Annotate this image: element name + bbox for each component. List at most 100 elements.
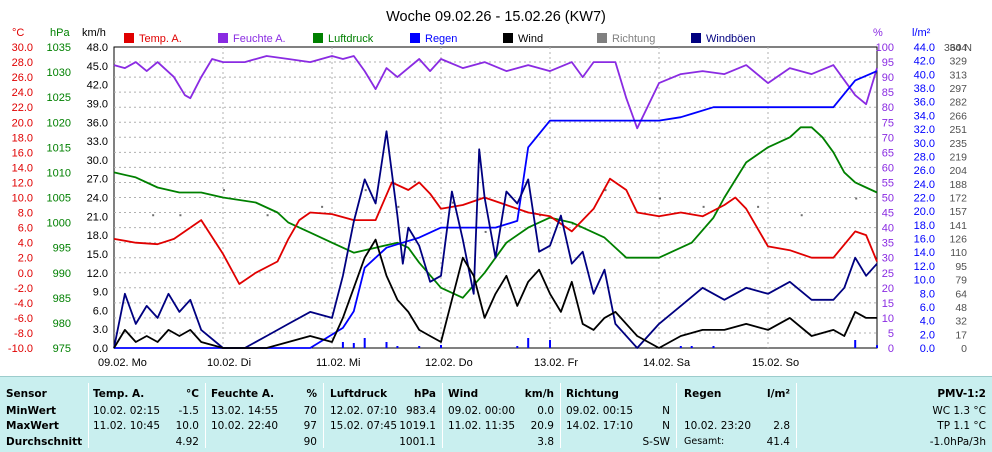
series-line-feuchte-a [113, 55, 878, 130]
pressure-axis-tick-label: 1015 [47, 142, 71, 154]
wind-axis-tick-label: 18.0 [87, 230, 108, 242]
stats-press-header: Luftdruck [330, 388, 388, 400]
direction-axis-tick-label: 48 [955, 302, 967, 314]
pressure-axis-tick-label: 1000 [47, 218, 71, 230]
direction-axis-tick-label: 79 [955, 275, 967, 287]
direction-axis-tick-label: 313 [949, 69, 967, 81]
direction-axis-tick-label: 329 [949, 56, 967, 68]
rain-axis-tick-label: 44.0 [914, 42, 935, 54]
stats-pressure-column: Luftdruck hPa 12.02. 07:10 983.4 15.02. 07… [330, 377, 440, 452]
wind-min-time: 09.02. 00:00 [448, 405, 515, 417]
wind-axis-tick-label: 12.0 [87, 268, 108, 280]
rain-bar [679, 346, 682, 348]
wind-axis-tick-label: 33.0 [87, 136, 108, 148]
rain-axis-tick-label: 6.0 [920, 302, 935, 314]
wind-axis-tick-label: 42.0 [87, 80, 108, 92]
temp-axis-tick-label: 30.0 [12, 42, 33, 54]
stats-rain-column: Regen l/m² 10.02. 23:20 2.8 Gesamt: 41.4 [684, 377, 794, 452]
rain-axis-tick-label: 20.0 [914, 206, 935, 218]
rain-axis-tick-label: 2.0 [920, 329, 935, 341]
direction-axis-tick-label: 235 [949, 138, 967, 150]
humidity-axis-tick-label: 25 [882, 268, 894, 280]
temp-axis-tick-label: 26.0 [12, 72, 33, 84]
legend-swatch [218, 33, 228, 43]
rain-bar [418, 346, 421, 348]
rain-axis-tick-label: 18.0 [914, 220, 935, 232]
hum-max-value: 97 [303, 420, 317, 432]
direction-axis-tick-label: 95 [955, 261, 967, 273]
legend-swatch [691, 33, 701, 43]
direction-axis-tick-label: 297 [949, 83, 967, 95]
direction-axis-tick-label: 188 [949, 179, 967, 191]
direction-axis-tick-label: 110 [950, 247, 967, 259]
wind-axis-tick-label: 15.0 [87, 249, 108, 261]
temp-axis-tick-label: 0.0 [18, 268, 33, 280]
wind-max-time: 11.02. 11:35 [448, 420, 515, 432]
hum-min-time: 13.02. 14:55 [211, 405, 278, 417]
pressure-axis-tick-label: 995 [53, 243, 71, 255]
wind-axis-tick-label: 30.0 [87, 155, 108, 167]
pmv-tp-value: TP 1.1 °C [937, 420, 986, 432]
temp-axis-tick-label: 6.0 [18, 223, 33, 235]
humidity-axis-tick-label: 65 [882, 147, 894, 159]
wind-axis-tick-label: 6.0 [93, 305, 108, 317]
rain-axis-tick-label: 16.0 [914, 234, 935, 246]
hum-max-time: 10.02. 22:40 [211, 420, 278, 432]
humidity-axis-tick-label: 60 [882, 162, 894, 174]
direction-dot [152, 214, 155, 217]
humidity-axis-tick-label: 20 [882, 283, 894, 295]
legend-label: Temp. A. [139, 33, 182, 45]
rain-axis-tick-label: 12.0 [914, 261, 935, 273]
stats-humidity-column: Feuchte A.% 13.02. 14:55 70 10.02. 22:40 9… [211, 377, 321, 452]
x-tick-label: 13.02. Fr [534, 357, 578, 369]
stats-wind-header: Wind [448, 388, 479, 400]
hum-min-value: 70 [303, 405, 317, 417]
press-min-time: 12.02. 07:10 [330, 405, 397, 417]
dir-min-value: N [662, 405, 670, 417]
humidity-axis-tick-label: 30 [882, 253, 894, 265]
direction-dot [855, 197, 858, 200]
wind-axis-tick-label: 27.0 [87, 174, 108, 186]
rain-axis-tick-label: 4.0 [920, 316, 935, 328]
press-max-value: 1019.1 [399, 420, 436, 432]
rain-axis-tick-label: 32.0 [914, 124, 935, 136]
wind-axis-tick-label: 3.0 [93, 324, 108, 336]
rain-axis-tick-label: 36.0 [914, 97, 935, 109]
pmv-trend-value: -1.0hPa/3h [929, 436, 986, 448]
pressure-axis-tick-label: 975 [53, 343, 71, 355]
temp-axis-tick-label: 8.0 [18, 208, 33, 220]
rain-bar [527, 338, 530, 348]
temp-avg-value: 4.92 [175, 436, 199, 448]
rain-axis-tick-label: 0.0 [920, 343, 935, 355]
direction-axis-tick-label: 344 [949, 42, 967, 54]
direction-axis-tick-label: 141 [949, 220, 967, 232]
direction-axis-tick-label: 32 [955, 316, 967, 328]
rain-bar [854, 340, 857, 348]
temp-max-value: 10.0 [175, 420, 199, 432]
pressure-axis-tick-label: 980 [53, 318, 71, 330]
x-tick-label: 12.02. Do [425, 357, 473, 369]
wind-axis-tick-label: 9.0 [93, 287, 108, 299]
direction-axis-tick-label: 0 [961, 343, 967, 355]
temp-axis-tick-label: 14.0 [12, 162, 33, 174]
humidity-axis-tick-label: 15 [882, 298, 894, 310]
humidity-axis-tick-label: 55 [882, 177, 894, 189]
humidity-axis-tick-label: 45 [882, 208, 894, 220]
temp-max-time: 11.02. 10:45 [93, 420, 160, 432]
direction-dot [800, 214, 803, 217]
stats-rain-unit: l/m² [767, 388, 790, 400]
rain-axis-tick-label: 10.0 [914, 275, 935, 287]
legend-label: Richtung [612, 33, 655, 45]
wind-axis-tick-label: 45.0 [87, 61, 108, 73]
wind-unit-label: km/h [82, 27, 106, 39]
humidity-axis-tick-label: 75 [882, 117, 894, 129]
chart-legend: Temp. A. Feuchte A. Luftdruck Regen Wind Rich… [124, 33, 756, 45]
rain-axis-tick-label: 30.0 [914, 138, 935, 150]
legend-label: Windböen [706, 33, 756, 45]
pressure-axis-tick-label: 1010 [47, 167, 71, 179]
stats-avg-label: Durchschnitt [6, 436, 83, 448]
direction-axis-tick-label: 126 [949, 234, 967, 246]
rain-max-time: 10.02. 23:20 [684, 420, 751, 432]
rain-axis-tick-label: 28.0 [914, 151, 935, 163]
rain-bar [549, 340, 551, 348]
